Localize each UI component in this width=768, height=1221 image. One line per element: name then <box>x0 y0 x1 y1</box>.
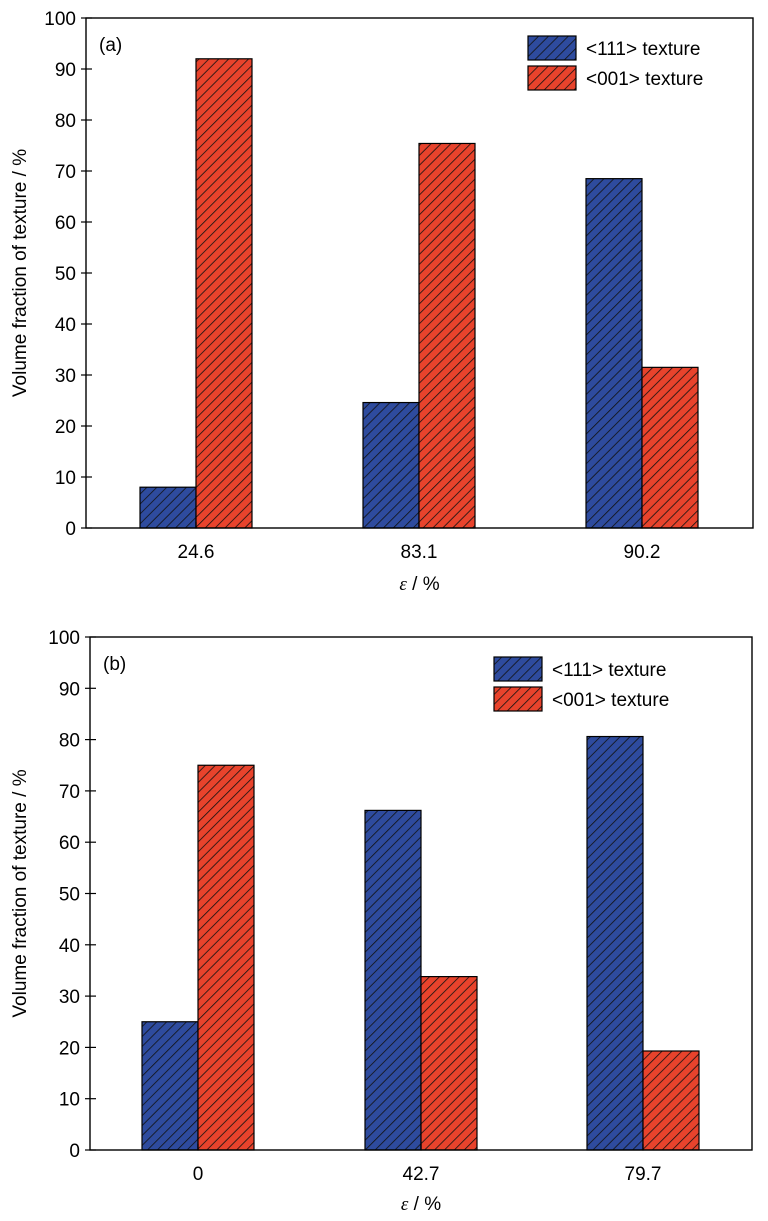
chart-panel-b: 0 10 20 30 40 50 60 70 80 90 100 0 42.7 79.7 ε / % Volu… <box>10 628 753 1215</box>
bar-111-0 <box>141 1021 199 1151</box>
legend-swatch-111 <box>527 35 577 61</box>
bar-111-2 <box>585 178 643 529</box>
y-tick-label: 90 <box>59 679 80 700</box>
bar-111-0 <box>139 486 197 529</box>
legend-label-111: <111> texture <box>586 39 700 60</box>
y-tick-label: 40 <box>59 936 80 957</box>
y-tick-label: 30 <box>55 366 76 387</box>
y-tick-label: 10 <box>59 1090 80 1111</box>
x-tick-label: 90.2 <box>624 542 661 563</box>
y-tick-label: 80 <box>59 731 80 752</box>
y-tick-label: 0 <box>65 519 76 540</box>
legend: <111> texture <001> texture <box>527 35 703 91</box>
x-tick-label: 24.6 <box>178 542 215 563</box>
y-tick-label: 100 <box>44 9 76 30</box>
y-tick-label: 10 <box>55 468 76 489</box>
bar-001-2 <box>641 366 699 529</box>
x-tick-label: 42.7 <box>403 1164 440 1185</box>
y-tick-label: 60 <box>59 833 80 854</box>
legend-label-001: <001> texture <box>586 69 703 90</box>
panel-label: (a) <box>99 35 122 56</box>
legend-swatch-001 <box>527 65 577 91</box>
bar-111-2 <box>586 735 644 1151</box>
x-tick-label: 79.7 <box>625 1164 662 1185</box>
bar-001-0 <box>195 58 253 529</box>
x-axis-unit: / % <box>407 574 440 595</box>
chart-panel-a: 0 10 20 30 40 50 60 70 80 90 100 24.6 83.1 90.2 ε / % V… <box>10 9 754 595</box>
x-tick-label: 83.1 <box>401 542 438 563</box>
y-tick-label: 100 <box>48 628 80 649</box>
y-tick-label: 20 <box>59 1038 80 1059</box>
bar-001-1 <box>420 976 478 1151</box>
x-axis-title: ε / % <box>401 1194 441 1215</box>
bar-001-0 <box>197 764 255 1151</box>
bar-001-1 <box>418 142 476 529</box>
y-tick-label: 0 <box>69 1141 80 1162</box>
y-tick-label: 40 <box>55 315 76 336</box>
y-tick-label: 70 <box>55 162 76 183</box>
y-tick-label: 80 <box>55 111 76 132</box>
x-axis-symbol: ε <box>401 1194 409 1215</box>
legend: <111> texture <001> texture <box>493 656 669 712</box>
bar-001-2 <box>642 1050 700 1151</box>
y-axis-title: Volume fraction of texture / % <box>10 769 31 1017</box>
legend-swatch-111 <box>493 656 543 682</box>
legend-label-111: <111> texture <box>552 660 666 681</box>
bar-111-1 <box>362 401 420 529</box>
y-tick-label: 30 <box>59 987 80 1008</box>
legend-label-001: <001> texture <box>552 690 669 711</box>
x-axis-unit: / % <box>408 1194 441 1215</box>
x-axis-title: ε / % <box>399 574 439 595</box>
y-tick-label: 20 <box>55 417 76 438</box>
y-tick-label: 70 <box>59 782 80 803</box>
x-axis-symbol: ε <box>399 574 407 595</box>
y-axis-title: Volume fraction of texture / % <box>10 149 31 397</box>
y-tick-label: 50 <box>55 264 76 285</box>
y-tick-label: 60 <box>55 213 76 234</box>
y-tick-label: 90 <box>55 60 76 81</box>
panel-label: (b) <box>103 654 126 675</box>
y-tick-label: 50 <box>59 885 80 906</box>
legend-swatch-001 <box>493 686 543 712</box>
bar-111-1 <box>364 809 422 1151</box>
x-tick-label: 0 <box>193 1164 204 1185</box>
